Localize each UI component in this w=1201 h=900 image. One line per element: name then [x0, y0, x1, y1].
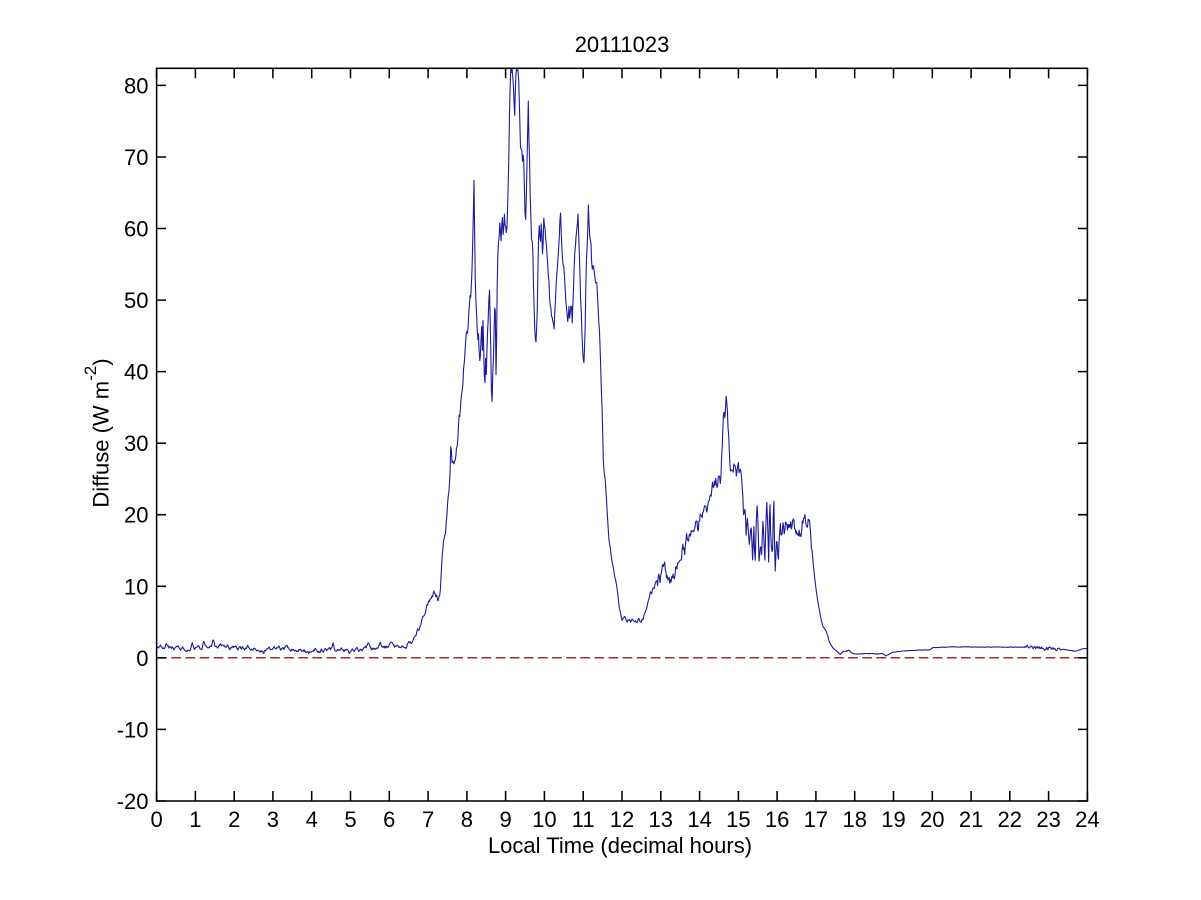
svg-text:-20: -20: [117, 789, 149, 814]
svg-text:13: 13: [649, 807, 673, 832]
svg-text:20111023: 20111023: [575, 32, 670, 57]
svg-text:0: 0: [150, 807, 162, 832]
svg-text:16: 16: [765, 807, 789, 832]
svg-text:Local Time (decimal hours): Local Time (decimal hours): [488, 833, 752, 858]
svg-text:22: 22: [998, 807, 1022, 832]
svg-text:60: 60: [124, 217, 148, 242]
svg-text:9: 9: [499, 807, 511, 832]
svg-text:20: 20: [124, 503, 148, 528]
svg-text:6: 6: [383, 807, 395, 832]
svg-text:11: 11: [572, 807, 595, 832]
svg-text:0: 0: [136, 646, 148, 671]
svg-text:21: 21: [959, 807, 983, 832]
svg-text:50: 50: [124, 288, 148, 313]
svg-text:15: 15: [726, 807, 750, 832]
svg-text:40: 40: [124, 360, 148, 385]
svg-text:8: 8: [461, 807, 473, 832]
svg-text:2: 2: [228, 807, 240, 832]
svg-text:1: 1: [189, 807, 201, 832]
svg-text:3: 3: [267, 807, 279, 832]
svg-text:5: 5: [344, 807, 356, 832]
svg-text:23: 23: [1036, 807, 1060, 832]
svg-text:17: 17: [804, 807, 828, 832]
svg-text:14: 14: [687, 807, 711, 832]
svg-text:10: 10: [532, 807, 556, 832]
svg-text:4: 4: [306, 807, 318, 832]
svg-text:7: 7: [422, 807, 434, 832]
svg-text:70: 70: [124, 145, 148, 170]
svg-text:20: 20: [920, 807, 944, 832]
svg-text:30: 30: [124, 431, 148, 456]
svg-text:19: 19: [881, 807, 905, 832]
svg-text:12: 12: [610, 807, 634, 832]
svg-text:-10: -10: [117, 717, 149, 742]
svg-text:10: 10: [124, 574, 148, 599]
svg-text:24: 24: [1075, 807, 1099, 832]
svg-text:80: 80: [124, 73, 148, 98]
svg-text:18: 18: [842, 807, 866, 832]
